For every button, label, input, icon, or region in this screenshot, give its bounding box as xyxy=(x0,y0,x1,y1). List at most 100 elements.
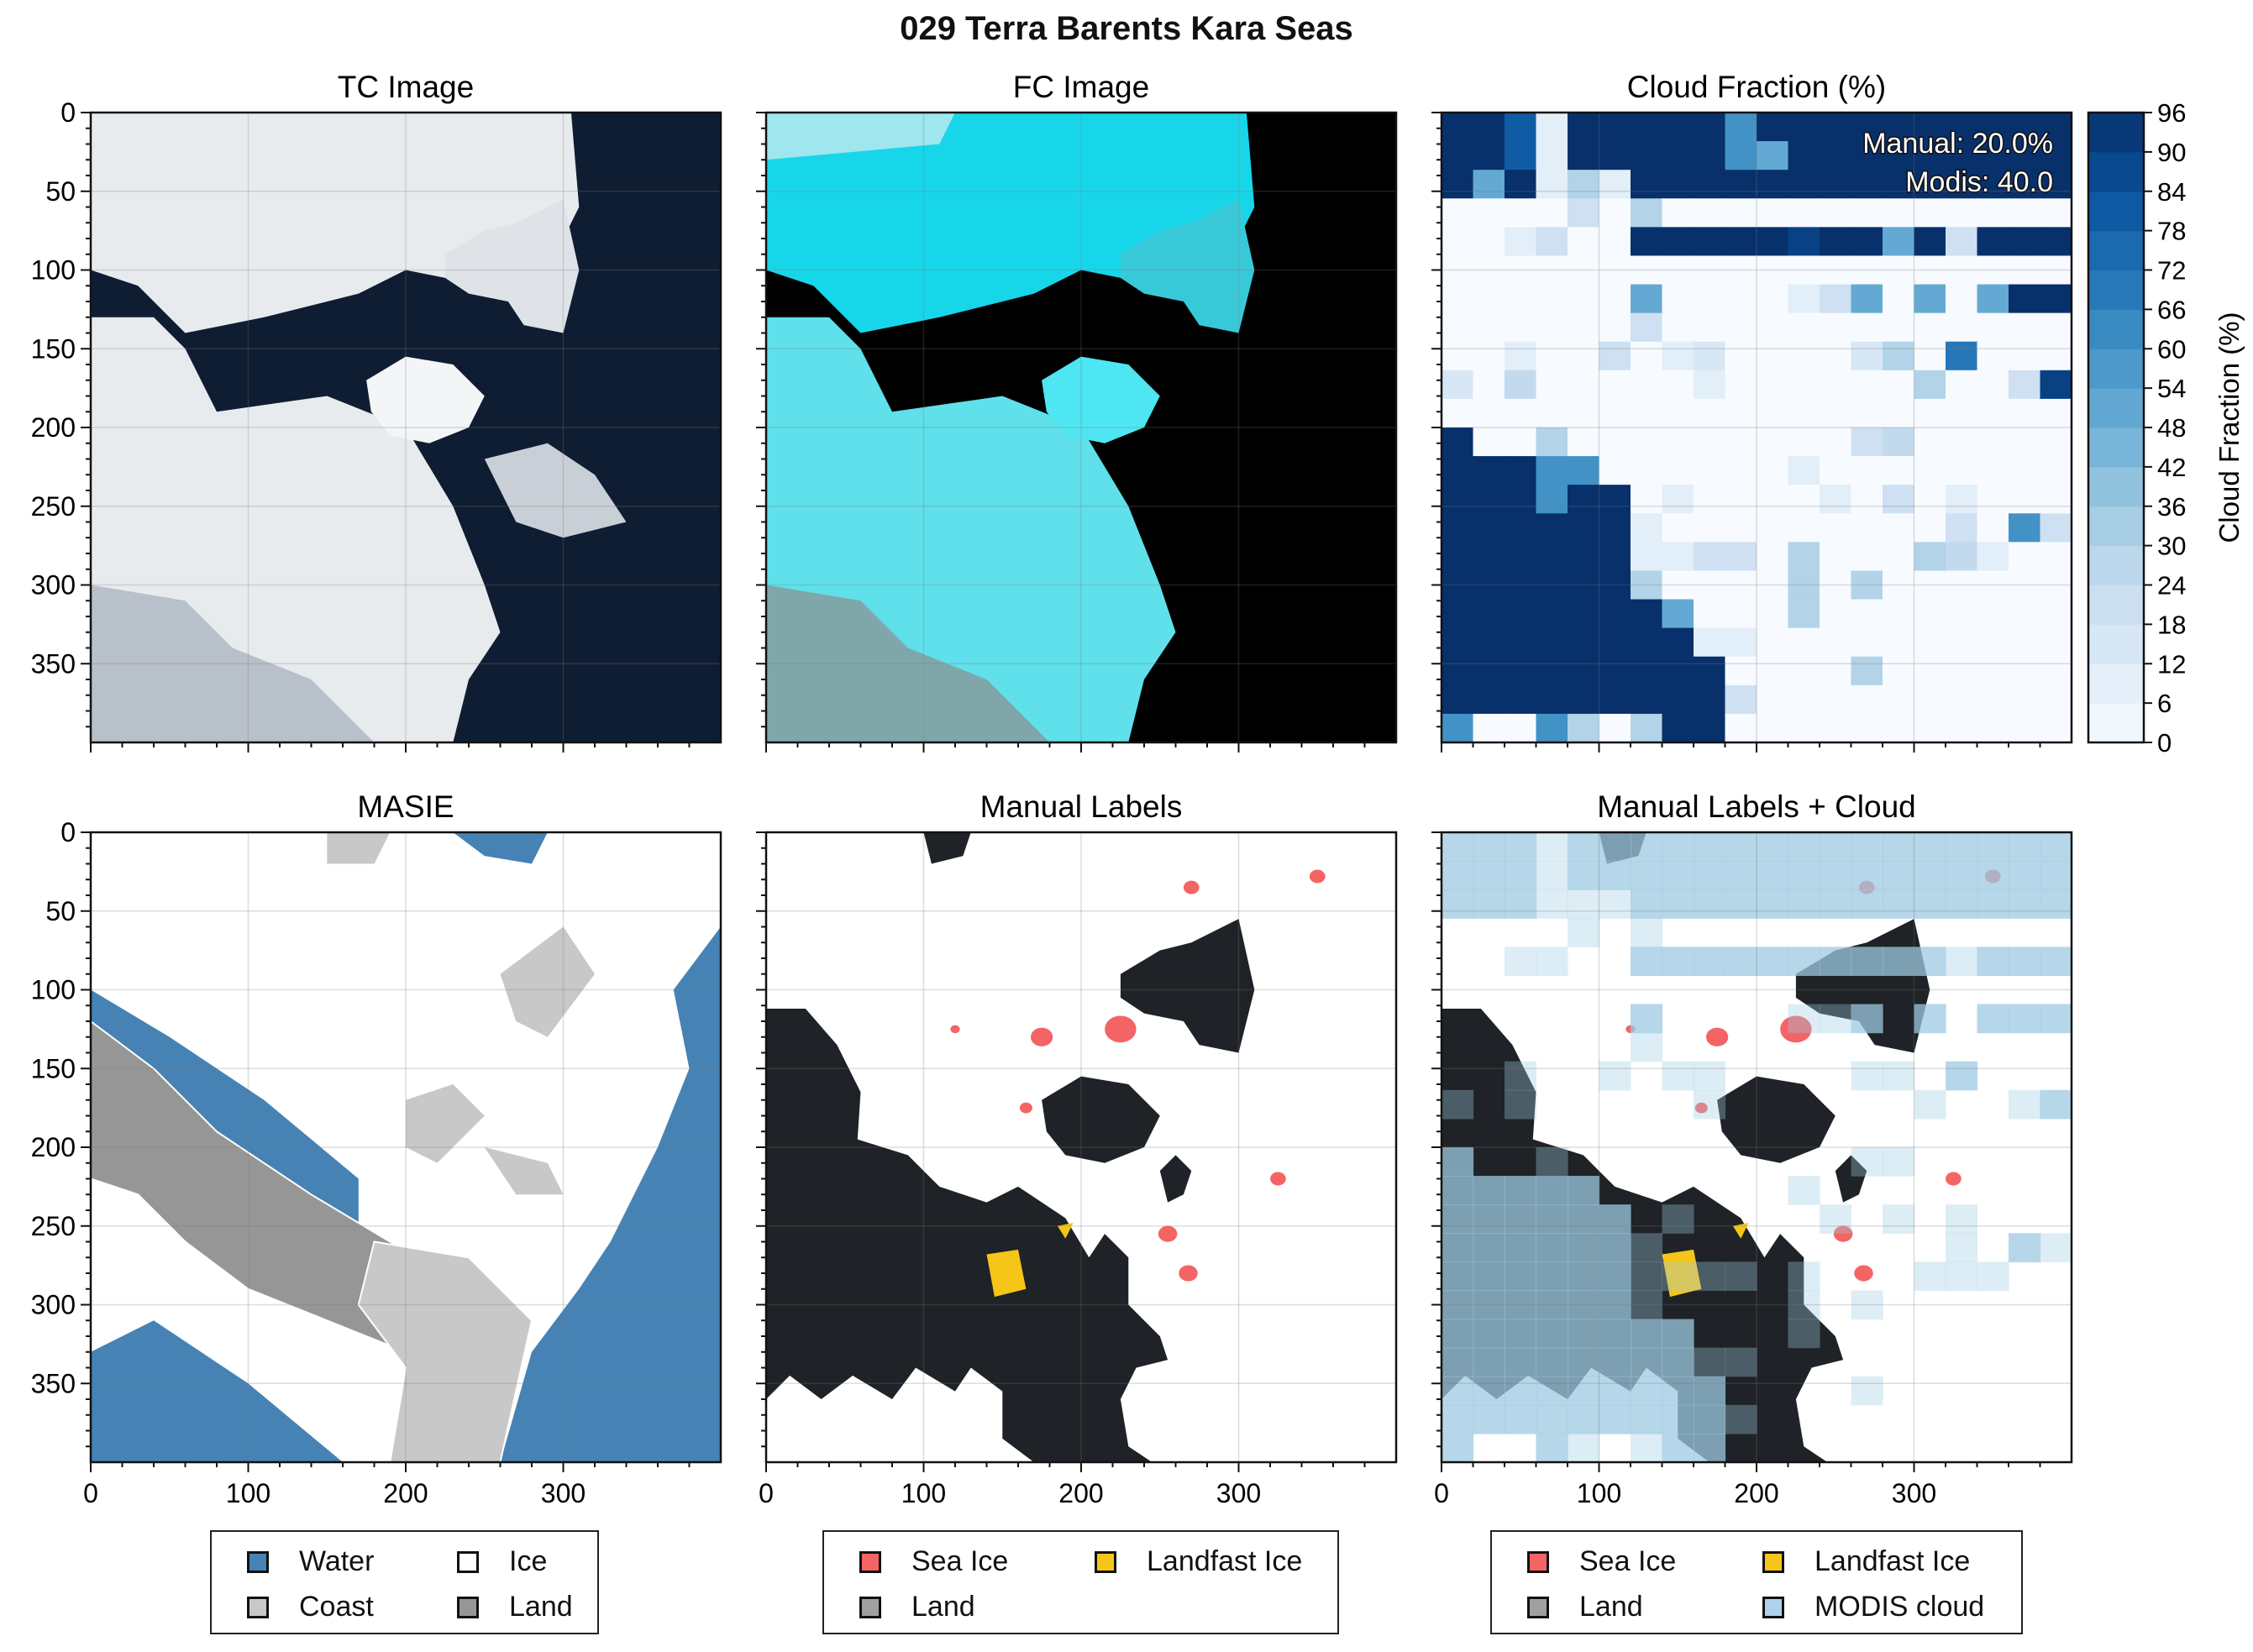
heatmap-cell xyxy=(1599,656,1631,686)
cloud-mask-cell xyxy=(1662,1347,1694,1377)
legend-swatch xyxy=(1527,1596,1549,1618)
cloud-mask-cell xyxy=(1599,861,1631,890)
heatmap-cell xyxy=(1536,684,1568,715)
heatmap-cell xyxy=(1820,227,1852,257)
heatmap-cell xyxy=(1977,227,2009,257)
y-tick-label: 0 xyxy=(60,817,76,847)
legend-item: Coast xyxy=(247,1591,374,1623)
heatmap-cell xyxy=(1599,113,1631,142)
cloud-mask-cell xyxy=(1631,1032,1663,1062)
legend-label: Ice xyxy=(509,1545,548,1577)
legend-swatch xyxy=(247,1550,269,1573)
cloud-mask-cell xyxy=(2009,832,2041,862)
cloud-mask-cell xyxy=(1505,1233,1537,1262)
heatmap-cell xyxy=(1820,370,1852,400)
cloud-mask-cell xyxy=(1662,1404,1694,1434)
heatmap-cell xyxy=(1725,713,1757,742)
heatmap-cell xyxy=(1788,513,1820,543)
cloud-mask-cell xyxy=(1631,1319,1663,1349)
heatmap-cell xyxy=(1977,599,2009,629)
cloud-mask-cell xyxy=(1883,889,1915,919)
heatmap-cell xyxy=(1442,312,1474,343)
heatmap-cell xyxy=(1725,427,1757,457)
cloud-mask-cell xyxy=(1851,861,1883,890)
cloud-mask-cell xyxy=(1851,832,1883,862)
heatmap-cell xyxy=(1725,398,1757,428)
sea-ice-floe xyxy=(1019,1102,1032,1114)
cloud-mask-cell xyxy=(1631,918,1663,947)
heatmap-cell xyxy=(1442,141,1474,170)
heatmap-cell xyxy=(1536,141,1568,170)
land-region xyxy=(766,1009,1169,1462)
cloud-mask-cell xyxy=(1568,832,1600,862)
heatmap-cell xyxy=(2040,312,2072,343)
cloud-mask-cell xyxy=(1536,889,1568,919)
cloud-mask-cell xyxy=(1694,1404,1726,1434)
cloud-mask-cell xyxy=(1788,861,1820,890)
cloud-mask-cell xyxy=(1631,1404,1663,1434)
heatmap-cell xyxy=(1662,370,1694,400)
heatmap-cell xyxy=(1442,227,1474,257)
cloud-mask-cell xyxy=(1536,1233,1568,1262)
cloud-mask-cell xyxy=(1694,1433,1726,1462)
heatmap-cell xyxy=(1631,227,1663,257)
heatmap-cell xyxy=(1946,656,1978,686)
heatmap-cell xyxy=(1788,198,1820,228)
cloud-mask-cell xyxy=(1631,1233,1663,1262)
heatmap-cell xyxy=(1631,141,1663,170)
heatmap-cell xyxy=(1946,570,1978,600)
cloud-mask-cell xyxy=(1851,1290,1883,1320)
cloud-mask-cell xyxy=(1473,832,1505,862)
heatmap-cell xyxy=(1851,713,1883,742)
heatmap-cell xyxy=(1914,570,1946,600)
heatmap-cell xyxy=(1599,570,1631,600)
cloud-mask-cell xyxy=(1725,889,1757,919)
heatmap-cell xyxy=(1442,427,1474,457)
heatmap-cell xyxy=(2040,341,2072,371)
cloud-mask-cell xyxy=(1788,832,1820,862)
heatmap-cell xyxy=(1631,312,1663,343)
heatmap-cell xyxy=(1536,227,1568,257)
cloud-mask-cell xyxy=(1631,861,1663,890)
cloud-mask-cell xyxy=(2040,889,2072,919)
cloud-mask-cell xyxy=(1568,1176,1600,1205)
heatmap-cell xyxy=(1694,684,1726,715)
cloud-mask-cell xyxy=(1946,889,1978,919)
y-tick-label: 100 xyxy=(31,255,76,286)
heatmap-cell xyxy=(1788,141,1820,170)
cloud-mask-cell xyxy=(1883,1204,1915,1234)
cloud-mask-cell xyxy=(1694,861,1726,890)
cloud-patch xyxy=(766,113,955,160)
heatmap-cell xyxy=(1442,513,1474,543)
heatmap-cell xyxy=(1568,456,1600,485)
heatmap-cell xyxy=(1977,141,2009,170)
sea-ice-floe xyxy=(1158,1225,1178,1242)
heatmap-cell xyxy=(1946,255,1978,286)
cloud-mask-cell xyxy=(1536,1261,1568,1292)
heatmap-cell xyxy=(1599,170,1631,199)
heatmap-cell xyxy=(1662,427,1694,457)
heatmap-cell xyxy=(1788,427,1820,457)
heatmap-cell xyxy=(1851,684,1883,715)
heatmap-cell xyxy=(1946,713,1978,742)
heatmap-cell xyxy=(1757,656,1789,686)
heatmap-cell xyxy=(1914,227,1946,257)
cloud-mask-cell xyxy=(1662,861,1694,890)
heatmap-cell xyxy=(1820,570,1852,600)
colorbar-tick-label: 36 xyxy=(2157,492,2186,522)
heatmap-cell xyxy=(1820,141,1852,170)
heatmap-cell xyxy=(1946,170,1978,199)
heatmap-cell xyxy=(2040,513,2072,543)
heatmap-cell xyxy=(1631,427,1663,457)
heatmap-cell xyxy=(1757,198,1789,228)
heatmap-cell xyxy=(1599,341,1631,371)
heatmap-cell xyxy=(1757,427,1789,457)
colorbar-segment xyxy=(2088,427,2144,468)
heatmap-cell xyxy=(1851,198,1883,228)
legend-item: Land xyxy=(1527,1591,1643,1623)
heatmap-cell xyxy=(1694,542,1726,572)
heatmap-cell xyxy=(1851,542,1883,572)
heatmap-cell xyxy=(1725,456,1757,485)
heatmap-cell xyxy=(1568,255,1600,286)
heatmap-cell xyxy=(1694,513,1726,543)
